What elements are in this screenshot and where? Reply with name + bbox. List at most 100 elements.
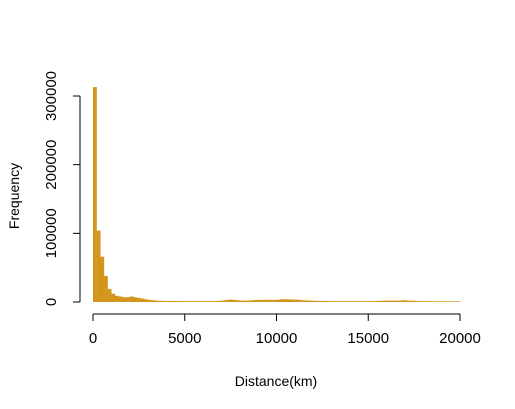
- histogram-bar: [316, 300, 321, 302]
- histogram-bar: [129, 296, 134, 302]
- histogram-bar: [170, 300, 174, 302]
- x-tick-label: 15000: [347, 330, 389, 347]
- histogram-bar: [448, 301, 453, 302]
- histogram-bar: [159, 300, 163, 302]
- histogram-bar: [93, 87, 97, 302]
- histogram-bar: [423, 301, 428, 302]
- x-axis-ticks: 0 5000 10000 15000 20000: [89, 314, 481, 347]
- histogram-bar: [338, 301, 343, 302]
- y-axis-ticks: 0 100000 200000 300000: [43, 71, 80, 306]
- histogram-bar: [210, 301, 215, 302]
- histogram-bar: [247, 300, 251, 302]
- histogram-bar: [302, 300, 307, 302]
- histogram-bar: [375, 300, 380, 302]
- histogram-bar: [364, 301, 369, 302]
- histogram-bar: [199, 301, 204, 302]
- histogram-bar: [239, 300, 244, 302]
- histogram-bar: [111, 293, 116, 302]
- histogram-bar: [100, 256, 105, 302]
- histogram-bar: [305, 300, 310, 302]
- histogram-bar: [357, 301, 362, 302]
- histogram-bar: [118, 296, 123, 302]
- histogram-bar: [115, 295, 119, 302]
- histogram-bar: [96, 230, 101, 302]
- histogram-bar: [327, 301, 332, 302]
- histogram-bar: [342, 301, 347, 302]
- histogram-bar: [287, 299, 292, 302]
- histogram-bar: [232, 299, 237, 302]
- histogram-bar: [298, 299, 303, 302]
- y-tick-label: 0: [43, 298, 60, 306]
- histogram-bar: [184, 301, 189, 302]
- histogram-bar: [217, 300, 222, 302]
- histogram-bar: [434, 301, 439, 302]
- histogram-bar: [203, 301, 207, 302]
- histogram-bar: [258, 299, 262, 302]
- histogram-bar: [390, 300, 395, 302]
- histogram-bars: [93, 87, 461, 302]
- histogram-bar: [280, 299, 284, 302]
- histogram-bar: [162, 300, 167, 302]
- histogram-bar: [265, 299, 270, 302]
- histogram-bar: [452, 301, 457, 302]
- histogram-bar: [382, 300, 387, 302]
- histogram-bar: [137, 297, 141, 302]
- histogram-bar: [419, 301, 424, 302]
- histogram-bar: [349, 301, 354, 302]
- histogram-bar: [393, 300, 398, 302]
- histogram-bar: [456, 301, 461, 302]
- histogram-bar: [386, 300, 391, 302]
- x-tick-label: 0: [89, 330, 97, 347]
- x-tick-label: 20000: [439, 330, 481, 347]
- histogram-bar: [437, 301, 442, 302]
- histogram-bar: [335, 301, 340, 302]
- histogram-bar: [221, 300, 226, 302]
- histogram-bar: [126, 297, 130, 302]
- histogram-bar: [430, 301, 435, 302]
- histogram-bar: [309, 300, 314, 302]
- histogram-bar: [371, 301, 376, 302]
- histogram-bar: [401, 300, 406, 302]
- histogram-bar: [324, 301, 329, 302]
- histogram-bar: [155, 300, 160, 302]
- histogram-bar: [379, 300, 384, 302]
- histogram-bar: [441, 301, 446, 302]
- histogram-bar: [206, 301, 211, 302]
- histogram-bar: [151, 300, 156, 302]
- histogram-bar: [320, 300, 325, 302]
- x-tick-label: 10000: [256, 330, 298, 347]
- histogram-bar: [445, 301, 450, 302]
- y-tick-label: 100000: [43, 208, 60, 258]
- histogram-bar: [412, 300, 417, 302]
- histogram-bar: [107, 288, 112, 302]
- histogram-bar: [368, 301, 373, 302]
- histogram-bar: [408, 300, 413, 302]
- histogram-bar: [148, 299, 152, 302]
- histogram-bar: [294, 299, 299, 302]
- histogram-bar: [104, 275, 108, 302]
- histogram-bar: [346, 301, 351, 302]
- histogram-bar: [140, 298, 145, 302]
- histogram-bar: [192, 301, 196, 302]
- histogram-bar: [188, 301, 193, 302]
- histogram-bar: [331, 301, 336, 302]
- histogram-bar: [397, 300, 402, 302]
- histogram-bar: [173, 301, 178, 302]
- histogram-bar: [133, 297, 138, 302]
- histogram-bar: [166, 300, 171, 302]
- histogram-bar: [254, 299, 259, 302]
- histogram-bar: [177, 301, 182, 302]
- histogram-bar: [144, 299, 149, 302]
- histogram-bar: [269, 299, 273, 302]
- histogram-bar: [313, 300, 318, 302]
- histogram-bar: [276, 299, 281, 302]
- histogram-bar: [250, 300, 255, 302]
- histogram-bar: [415, 300, 420, 302]
- y-axis-title: Frequency: [6, 163, 22, 229]
- y-tick-label: 300000: [43, 71, 60, 121]
- x-tick-label: 5000: [168, 330, 201, 347]
- histogram-bar: [291, 299, 295, 302]
- histogram-bar: [122, 297, 127, 302]
- histogram-bar: [426, 301, 431, 302]
- histogram-bar: [243, 300, 248, 302]
